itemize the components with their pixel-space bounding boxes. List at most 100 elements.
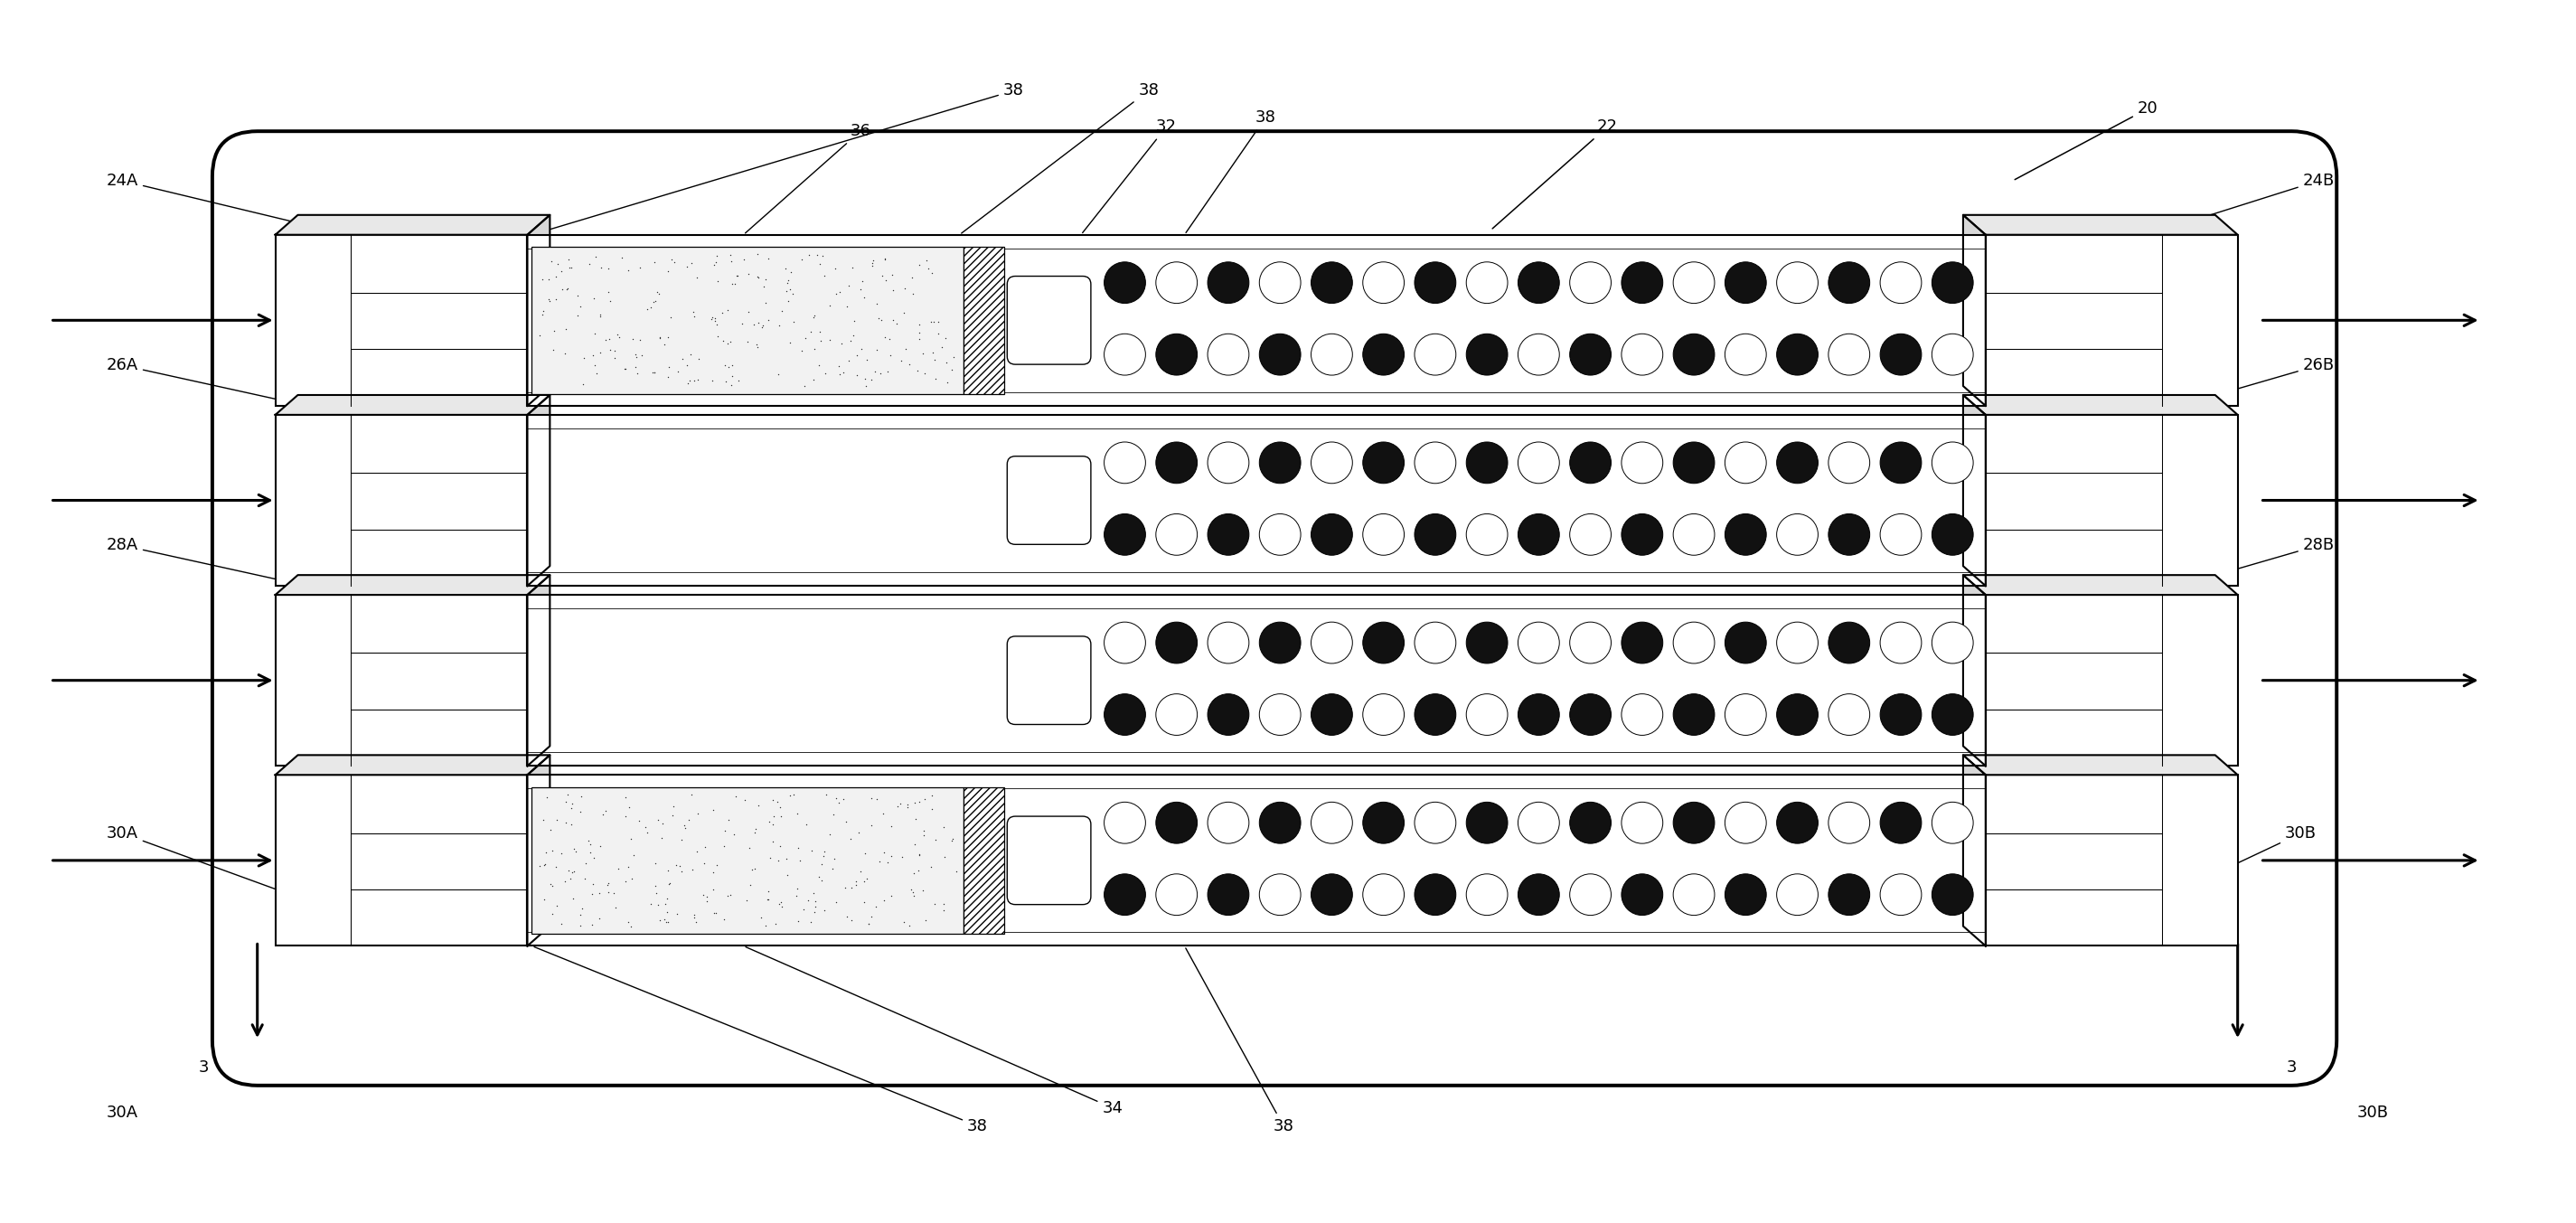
Point [791, 840, 832, 860]
Point [801, 846, 842, 866]
Point [711, 367, 752, 386]
Point [899, 314, 940, 334]
Point [814, 849, 855, 868]
Point [842, 272, 884, 291]
Point [804, 364, 845, 384]
Point [737, 267, 778, 286]
Point [703, 821, 744, 840]
Point [662, 861, 703, 881]
Point [639, 328, 680, 347]
Point [696, 252, 737, 272]
Point [626, 300, 667, 319]
Circle shape [1620, 802, 1664, 844]
Circle shape [1311, 623, 1352, 663]
Point [801, 331, 842, 351]
Point [783, 328, 824, 347]
Polygon shape [1963, 395, 2239, 415]
Point [793, 306, 835, 325]
FancyBboxPatch shape [1007, 636, 1090, 724]
Circle shape [1157, 514, 1198, 555]
Point [580, 909, 621, 928]
Circle shape [1829, 442, 1870, 483]
Text: 38: 38 [533, 947, 987, 1134]
Point [786, 815, 827, 834]
Point [672, 905, 714, 925]
Point [595, 341, 636, 361]
Point [531, 819, 572, 839]
Point [605, 358, 647, 378]
Point [631, 894, 672, 914]
Point [804, 267, 845, 286]
Point [693, 311, 734, 330]
Point [523, 305, 564, 324]
Point [631, 297, 672, 317]
Point [801, 855, 842, 874]
Point [696, 903, 737, 922]
Point [595, 898, 636, 917]
Point [781, 249, 822, 269]
Bar [528, 235, 1986, 406]
Point [533, 904, 574, 923]
Point [884, 340, 925, 360]
Circle shape [1880, 442, 1922, 483]
Point [757, 894, 799, 914]
Point [677, 369, 719, 389]
Circle shape [1517, 802, 1558, 844]
Point [876, 797, 917, 817]
Point [641, 828, 683, 848]
Point [799, 355, 840, 374]
Bar [276, 235, 528, 406]
Point [605, 872, 647, 892]
Point [608, 260, 649, 280]
Circle shape [1466, 874, 1507, 915]
Circle shape [1311, 874, 1352, 915]
Point [546, 785, 587, 805]
Point [685, 887, 726, 906]
Polygon shape [528, 395, 549, 586]
Point [587, 883, 629, 903]
Point [799, 867, 840, 887]
Point [652, 806, 693, 826]
Point [881, 846, 922, 866]
Point [693, 371, 734, 390]
Polygon shape [1963, 755, 1986, 945]
Point [778, 804, 819, 823]
Point [845, 377, 886, 396]
Circle shape [1726, 442, 1767, 483]
Point [744, 916, 786, 936]
Text: 38: 38 [1185, 948, 1293, 1134]
Point [809, 824, 850, 844]
Polygon shape [1963, 395, 1986, 586]
Point [572, 848, 613, 867]
Point [559, 905, 600, 925]
Point [933, 829, 974, 849]
Point [737, 268, 778, 287]
Circle shape [1311, 514, 1352, 555]
Point [716, 786, 757, 806]
Circle shape [1932, 693, 1973, 735]
Point [778, 838, 819, 857]
Text: 34: 34 [744, 947, 1123, 1117]
Point [520, 269, 562, 289]
Point [531, 876, 572, 895]
Circle shape [1620, 514, 1664, 555]
Bar [1986, 415, 2239, 586]
Point [616, 347, 657, 367]
Point [933, 347, 974, 367]
Point [922, 817, 963, 837]
Point [912, 785, 953, 805]
Point [902, 826, 943, 845]
Point [698, 327, 739, 346]
Point [714, 824, 755, 844]
Point [531, 874, 572, 894]
Point [878, 794, 920, 813]
Point [783, 900, 824, 920]
Point [520, 856, 562, 876]
Text: 38: 38 [1185, 110, 1275, 232]
Point [541, 262, 582, 281]
Point [765, 259, 806, 279]
Point [835, 872, 876, 892]
Polygon shape [1963, 215, 2239, 235]
Point [708, 810, 750, 829]
Point [914, 830, 956, 850]
